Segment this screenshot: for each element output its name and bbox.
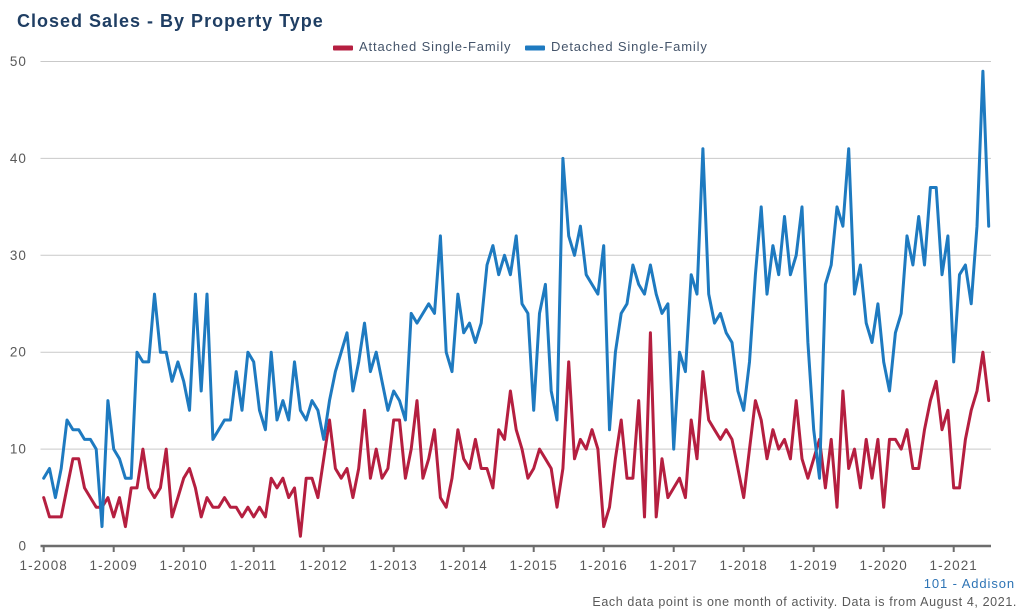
svg-text:10: 10 — [10, 442, 27, 457]
svg-text:30: 30 — [10, 248, 27, 263]
svg-text:1-2014: 1-2014 — [440, 558, 488, 573]
svg-text:1-2016: 1-2016 — [580, 558, 628, 573]
svg-text:101 - Addison: 101 - Addison — [924, 576, 1015, 591]
svg-text:1-2013: 1-2013 — [370, 558, 418, 573]
svg-text:0: 0 — [18, 539, 27, 554]
svg-text:1-2012: 1-2012 — [300, 558, 348, 573]
svg-text:Each data point is one month o: Each data point is one month of activity… — [592, 595, 1017, 609]
svg-text:1-2017: 1-2017 — [650, 558, 698, 573]
svg-text:Closed Sales - By Property Typ: Closed Sales - By Property Type — [17, 11, 324, 31]
svg-text:40: 40 — [10, 151, 27, 166]
svg-text:20: 20 — [10, 345, 27, 360]
svg-text:1-2015: 1-2015 — [510, 558, 558, 573]
svg-text:1-2019: 1-2019 — [790, 558, 838, 573]
svg-text:Attached Single-Family: Attached Single-Family — [359, 39, 511, 54]
svg-text:1-2009: 1-2009 — [90, 558, 138, 573]
svg-text:1-2011: 1-2011 — [230, 558, 277, 573]
svg-text:1-2008: 1-2008 — [20, 558, 68, 573]
svg-text:1-2010: 1-2010 — [160, 558, 208, 573]
svg-text:1-2018: 1-2018 — [720, 558, 768, 573]
svg-text:1-2020: 1-2020 — [860, 558, 908, 573]
svg-text:1-2021: 1-2021 — [930, 558, 978, 573]
svg-text:Detached Single-Family: Detached Single-Family — [551, 39, 708, 54]
svg-text:50: 50 — [10, 54, 27, 69]
